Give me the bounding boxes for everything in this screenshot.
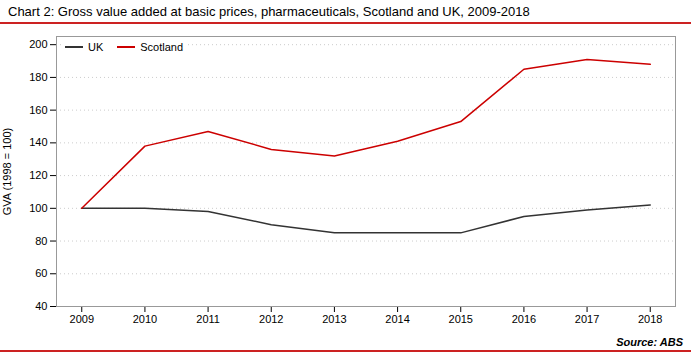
- svg-text:2018: 2018: [638, 313, 662, 325]
- svg-text:2014: 2014: [385, 313, 409, 325]
- svg-text:2010: 2010: [133, 313, 157, 325]
- svg-text:180: 180: [29, 71, 47, 83]
- svg-text:160: 160: [29, 104, 47, 116]
- svg-text:120: 120: [29, 169, 47, 181]
- svg-text:2015: 2015: [449, 313, 473, 325]
- svg-text:2012: 2012: [259, 313, 283, 325]
- svg-text:GVA (1998 = 100): GVA (1998 = 100): [1, 128, 13, 216]
- html-text:Chart 2: Gross value added at: Chart 2: Gross value added at basic pric…: [8, 4, 530, 19]
- svg-text:140: 140: [29, 136, 47, 148]
- svg-text:2009: 2009: [70, 313, 94, 325]
- svg-text:100: 100: [29, 202, 47, 214]
- svg-text:200: 200: [29, 38, 47, 50]
- svg-text:40: 40: [35, 300, 47, 312]
- html-text:Scotland: Scotland: [140, 41, 184, 53]
- svg-text:80: 80: [35, 235, 47, 247]
- html-text:UK: UK: [88, 41, 104, 53]
- svg-text:2013: 2013: [322, 313, 346, 325]
- svg-text:2011: 2011: [196, 313, 220, 325]
- html-text:Source: ABS: Source: ABS: [616, 336, 683, 348]
- svg-text:2017: 2017: [575, 313, 599, 325]
- svg-text:60: 60: [35, 267, 47, 279]
- svg-text:2016: 2016: [512, 313, 536, 325]
